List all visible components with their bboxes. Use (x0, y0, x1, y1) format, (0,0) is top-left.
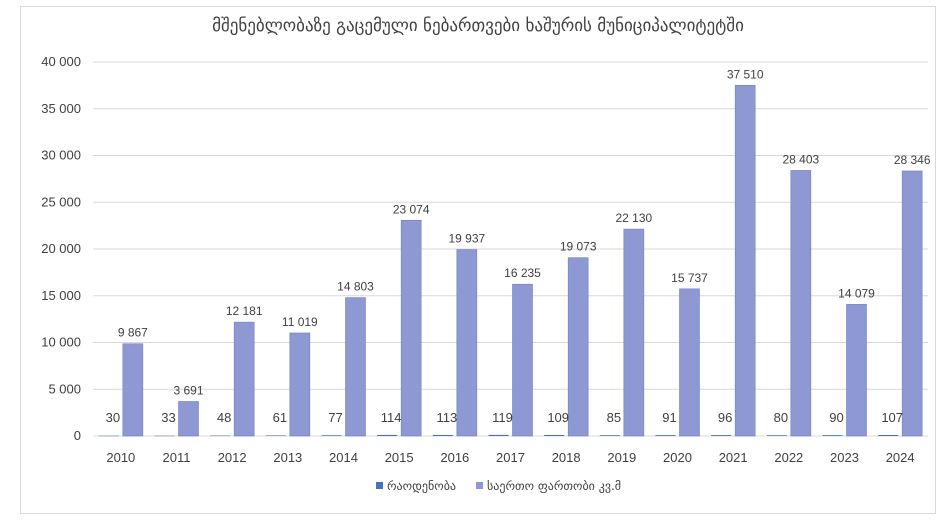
count-bar (766, 435, 787, 436)
x-tick-label: 2017 (496, 450, 525, 465)
count-bar (377, 434, 398, 436)
area-data-label: 28 403 (782, 152, 819, 166)
count-data-label: 30 (106, 410, 120, 425)
count-bar (432, 434, 453, 436)
count-data-label: 90 (829, 410, 843, 425)
x-tick-label: 2013 (273, 450, 302, 465)
y-tick-label: 20 000 (41, 241, 81, 256)
area-data-label: 15 737 (671, 271, 708, 285)
area-bar (456, 249, 478, 437)
count-data-label: 80 (774, 410, 788, 425)
count-data-label: 113 (436, 410, 457, 425)
x-tick-label: 2024 (886, 450, 915, 465)
count-data-label: 91 (662, 410, 676, 425)
area-bar (901, 170, 923, 437)
x-tick-label: 2010 (106, 450, 135, 465)
area-data-label: 3 691 (173, 383, 203, 397)
y-tick-label: 0 (74, 428, 81, 443)
x-tick-label: 2022 (774, 450, 803, 465)
count-bar (488, 434, 509, 436)
area-bar (178, 401, 199, 437)
area-bar (567, 257, 589, 437)
area-bar (345, 297, 366, 437)
area-bar (790, 170, 812, 437)
x-tick-label: 2023 (830, 450, 859, 465)
count-bar (98, 435, 119, 437)
area-data-label: 14 079 (838, 286, 875, 300)
area-bar (623, 228, 645, 437)
x-tick-label: 2011 (163, 450, 191, 465)
x-tick-label: 2018 (552, 450, 581, 465)
y-tick-label: 15 000 (41, 288, 81, 303)
x-tick-label: 2020 (663, 450, 692, 465)
legend-swatch-count (376, 482, 383, 489)
area-bar (846, 304, 867, 437)
x-tick-label: 2019 (607, 450, 636, 465)
count-data-label: 109 (547, 410, 569, 425)
area-bar (512, 283, 533, 437)
count-bar (655, 435, 676, 436)
area-data-label: 22 130 (615, 211, 652, 225)
count-bar (265, 435, 286, 436)
x-tick-label: 2015 (385, 450, 414, 465)
area-bar (400, 219, 422, 437)
area-bar (679, 288, 700, 437)
area-bar (233, 321, 255, 437)
x-tick-label: 2016 (440, 450, 469, 465)
y-tick-label: 35 000 (41, 101, 81, 116)
chart-frame (20, 6, 936, 514)
y-tick-label: 40 000 (41, 54, 81, 69)
area-data-label: 9 867 (118, 326, 148, 340)
count-bar (599, 435, 620, 436)
area-bar (289, 332, 311, 437)
count-bar (544, 434, 565, 436)
area-data-label: 19 073 (560, 240, 597, 254)
count-data-label: 114 (381, 410, 402, 425)
x-tick-label: 2014 (329, 450, 358, 465)
area-data-label: 28 346 (894, 153, 931, 167)
count-bar (321, 435, 342, 436)
y-tick-label: 10 000 (41, 335, 81, 350)
count-bar (822, 435, 843, 436)
chart-title: მშენებლობაზე გაცემული ნებართვები ხაშურის… (212, 16, 744, 36)
legend-swatch-area (476, 482, 483, 489)
count-data-label: 77 (328, 410, 342, 425)
y-tick-label: 5 000 (48, 381, 81, 396)
x-tick-label: 2012 (218, 450, 247, 465)
count-bar (210, 435, 231, 437)
count-data-label: 61 (273, 410, 287, 425)
area-bar (734, 84, 756, 437)
area-data-label: 37 510 (727, 67, 764, 81)
count-data-label: 119 (492, 410, 513, 425)
area-data-label: 23 074 (393, 202, 430, 216)
x-tick-label: 2021 (719, 450, 748, 465)
y-tick-label: 25 000 (41, 194, 81, 209)
count-data-label: 85 (607, 410, 621, 425)
y-tick-label: 30 000 (41, 148, 81, 163)
area-data-label: 16 235 (504, 266, 541, 280)
count-data-label: 96 (718, 410, 732, 425)
area-data-label: 19 937 (448, 232, 485, 246)
area-data-label: 12 181 (226, 304, 263, 318)
legend-label-count: რაოდენობა (387, 479, 456, 493)
count-data-label: 48 (217, 410, 231, 425)
count-data-label: 33 (161, 410, 175, 425)
area-bar (122, 343, 144, 437)
count-bar (878, 434, 899, 436)
legend-label-area: საერთო ფართობი კვ.მ (487, 479, 621, 493)
count-bar (154, 435, 175, 437)
count-data-label: 107 (881, 410, 903, 425)
area-data-label: 11 019 (282, 315, 318, 329)
area-data-label: 14 803 (337, 280, 374, 294)
count-bar (711, 435, 732, 436)
